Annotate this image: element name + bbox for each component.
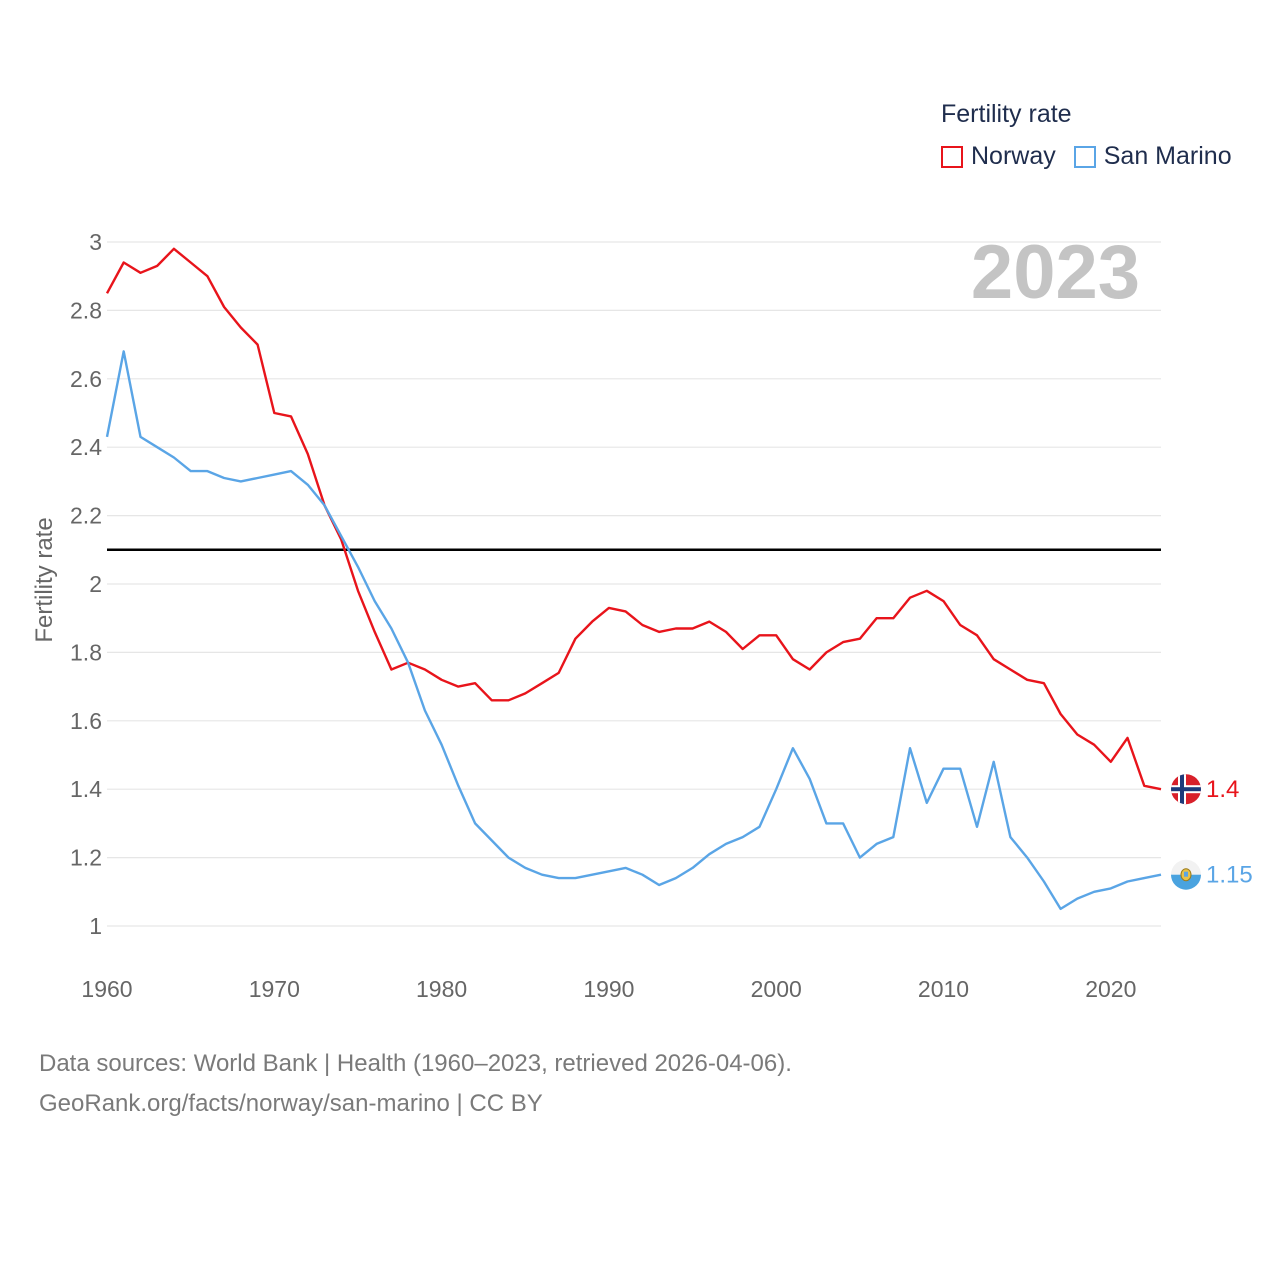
y-tick-label: 2.4 — [70, 434, 102, 460]
series-line-san-marino[interactable] — [105, 350, 1162, 911]
legend-label-norway: Norway — [971, 142, 1056, 170]
end-label-san-marino: 1.15 — [1206, 862, 1253, 889]
y-tick-label: 2.8 — [70, 297, 102, 323]
y-tick-label: 1.6 — [70, 708, 102, 734]
y-axis-ticks: 1 1.2 1.4 1.6 1.8 2 2.2 2.4 2.6 2.8 3 — [70, 229, 102, 939]
x-tick-label: 2000 — [751, 976, 802, 1002]
legend-swatch-san-marino — [1073, 145, 1096, 168]
end-labels: 1.4 1.15 — [1206, 776, 1253, 889]
x-tick-label: 1990 — [583, 976, 634, 1002]
x-axis-ticks: 1960 1970 1980 1990 2000 2010 2020 — [81, 976, 1136, 1002]
x-tick-label: 1960 — [81, 976, 132, 1002]
san-marino-flag-icon — [1171, 859, 1201, 890]
legend-item-san-marino[interactable]: San Marino — [1073, 142, 1232, 171]
x-tick-label: 2020 — [1085, 976, 1136, 1002]
legend-item-norway[interactable]: Norway — [941, 142, 1056, 171]
y-tick-label: 3 — [89, 229, 102, 255]
series — [105, 247, 1162, 911]
gridlines — [107, 241, 1161, 927]
y-tick-label: 1.2 — [70, 845, 102, 871]
year-watermark: 2023 — [971, 230, 1140, 315]
y-tick-label: 1.4 — [70, 776, 102, 802]
legend: Norway San Marino — [941, 142, 1250, 171]
series-line-norway[interactable] — [105, 247, 1162, 791]
x-tick-label: 1970 — [249, 976, 300, 1002]
legend-label-san-marino: San Marino — [1103, 142, 1232, 170]
norway-flag-icon — [1171, 774, 1201, 805]
x-tick-label: 2010 — [918, 976, 969, 1002]
end-label-norway: 1.4 — [1206, 776, 1239, 803]
footer-sources: Data sources: World Bank | Health (1960–… — [39, 1050, 792, 1077]
x-tick-label: 1980 — [416, 976, 467, 1002]
y-tick-label: 1 — [89, 913, 102, 939]
y-tick-label: 2.6 — [70, 366, 102, 392]
legend-title: Fertility rate — [941, 100, 1072, 128]
footer-attribution[interactable]: GeoRank.org/facts/norway/san-marino | CC… — [39, 1090, 543, 1117]
y-tick-label: 2 — [89, 571, 102, 597]
legend-swatch-norway — [941, 145, 963, 168]
y-axis-label: Fertility rate — [31, 517, 58, 642]
y-tick-label: 2.2 — [70, 503, 102, 529]
y-tick-label: 1.8 — [70, 639, 102, 665]
footer: Data sources: World Bank | Health (1960–… — [39, 1044, 792, 1124]
